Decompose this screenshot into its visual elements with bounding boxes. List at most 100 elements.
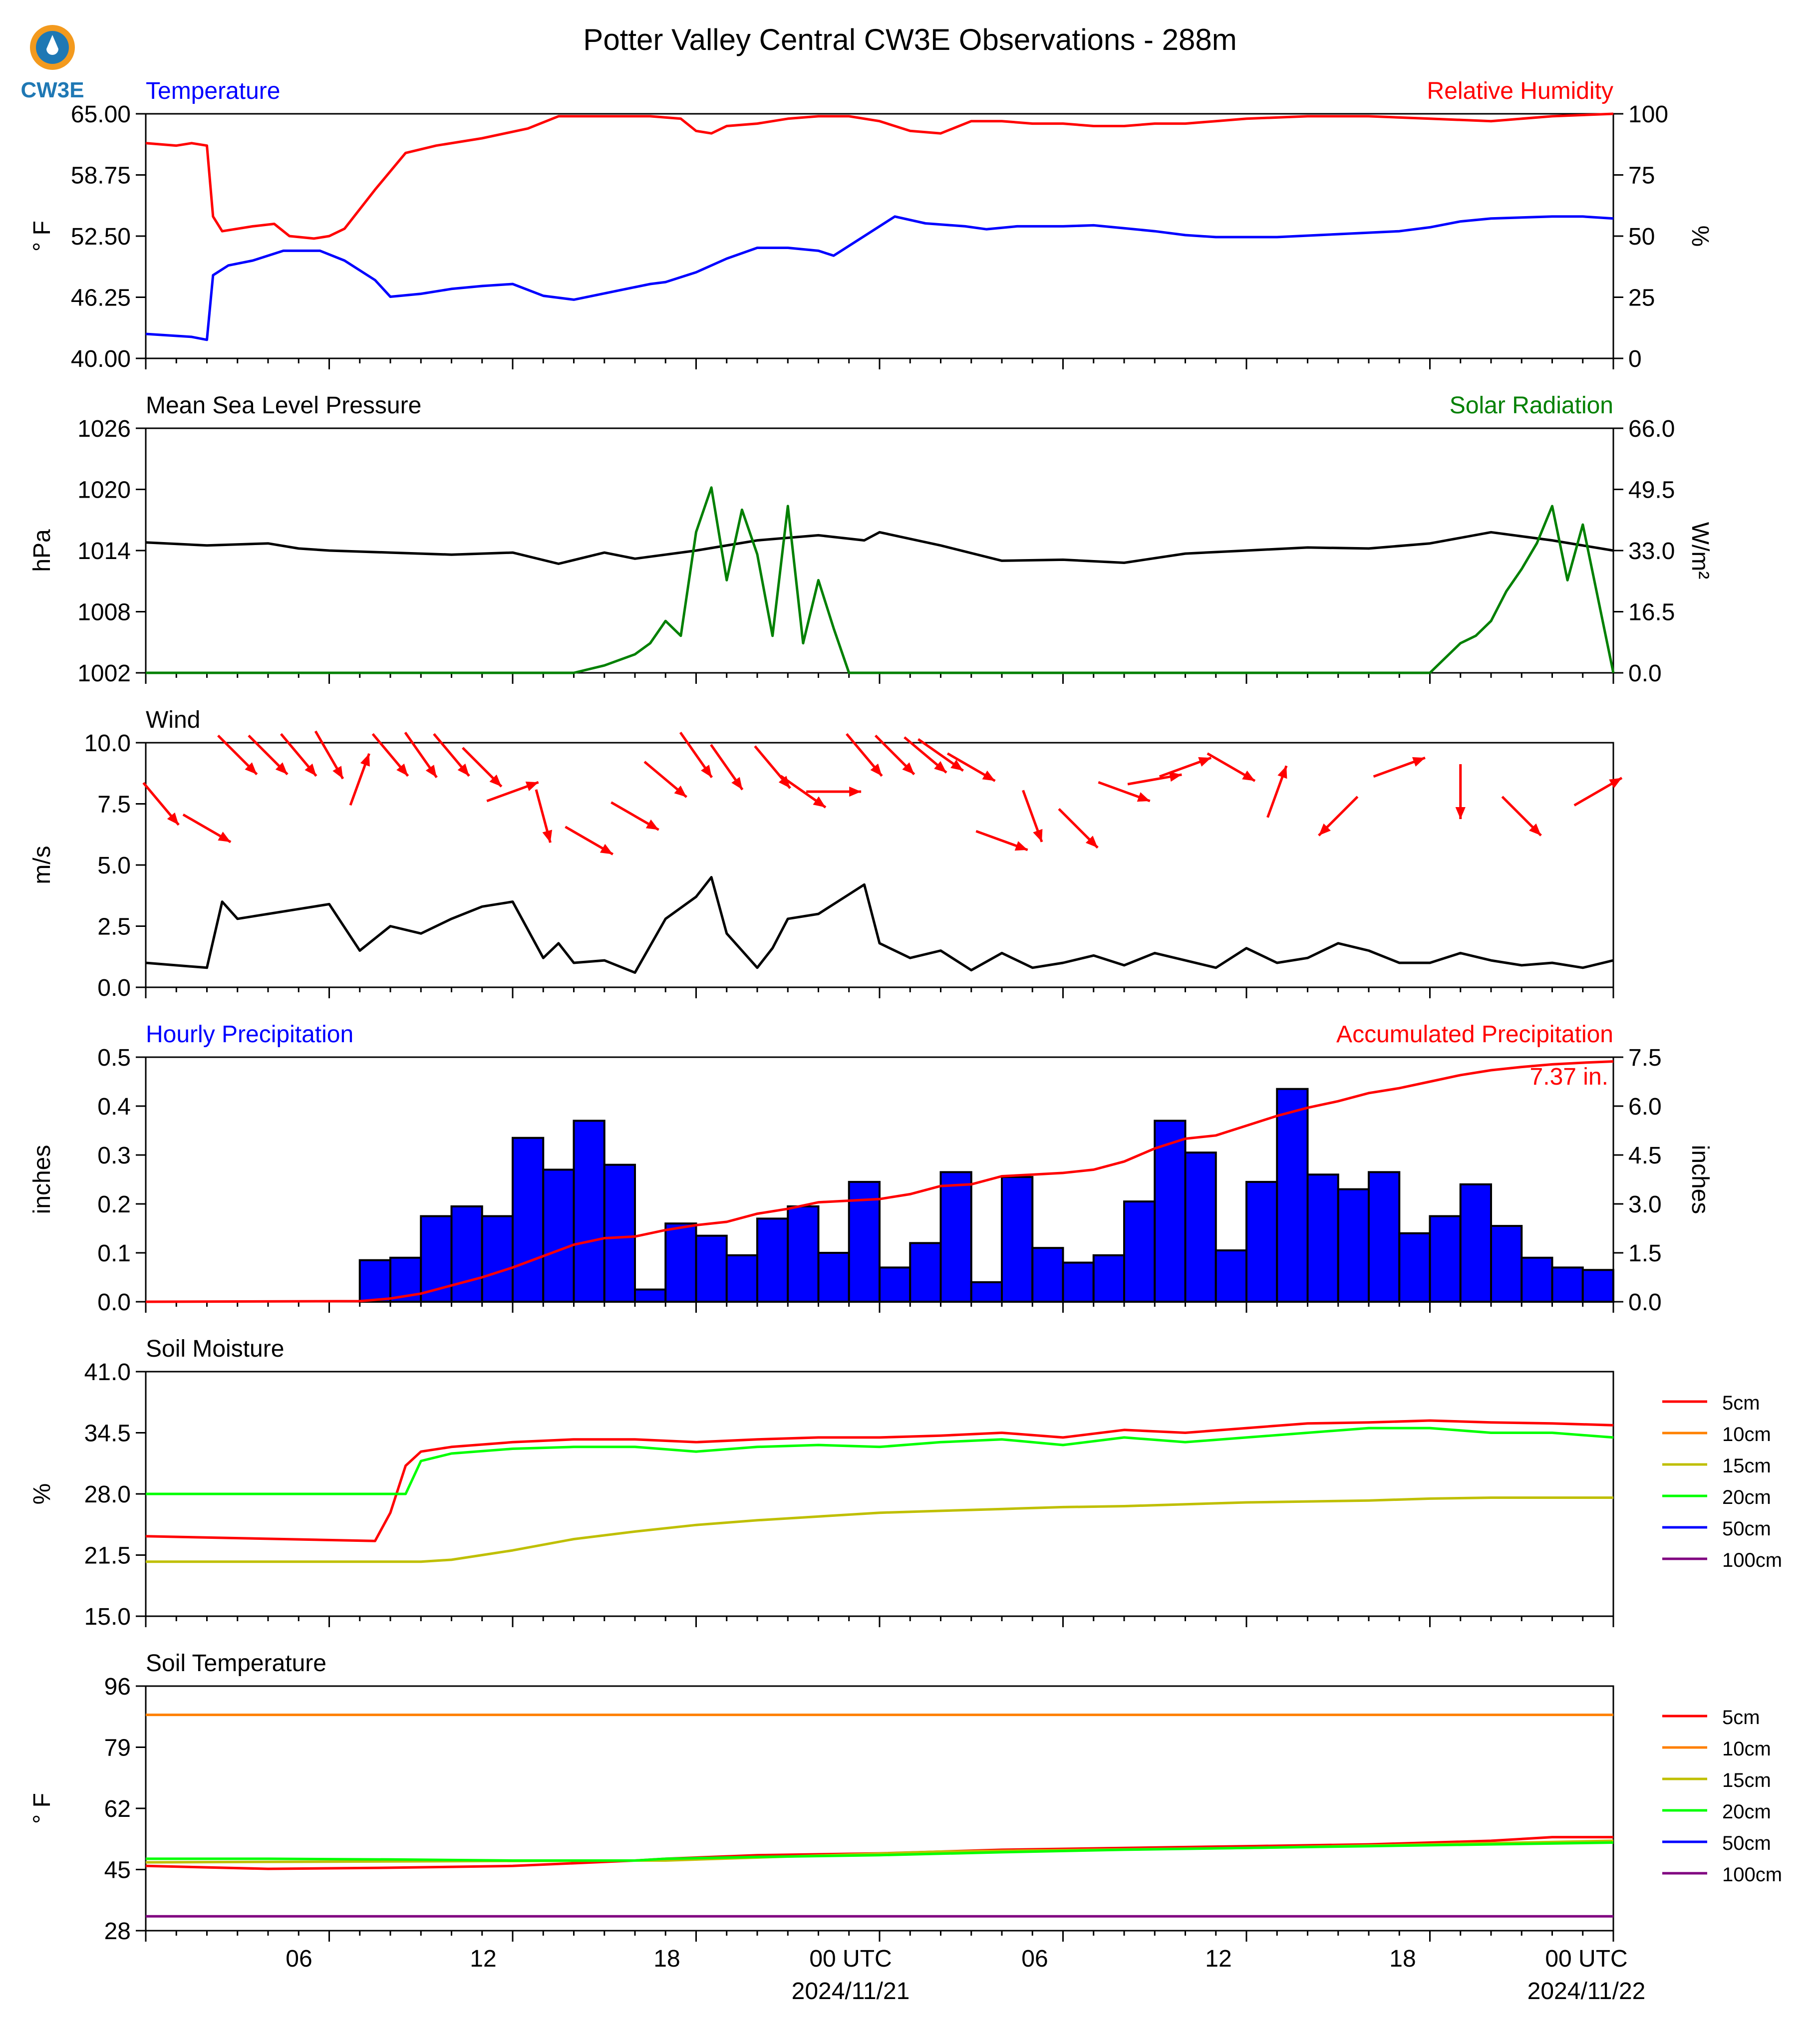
wind-arrow-head [731, 777, 743, 790]
wind-arrow [535, 789, 553, 843]
wind-arrow-head [1277, 766, 1287, 779]
y-axis-label: ° F [29, 1793, 55, 1824]
wind-arrow [1266, 765, 1288, 818]
precip-bar [787, 1205, 820, 1303]
y2-tick-label: 25 [1628, 285, 1655, 311]
wind-arrow-head [332, 766, 343, 779]
y-axis-label: ° F [29, 221, 55, 252]
y2-tick-label: 75 [1628, 163, 1655, 189]
legend-label: 100cm [1722, 1549, 1782, 1571]
y2-tick-label: 0.0 [1628, 660, 1662, 687]
panel-title-left: Temperature [146, 78, 280, 104]
x-date-label: 2024/11/21 [792, 1978, 910, 2005]
precip-bar [1581, 1269, 1614, 1303]
y-tick-label: 0.0 [97, 975, 131, 1001]
wind-arrow [610, 801, 659, 831]
y-tick-label: 1026 [77, 416, 131, 442]
y2-tick-label: 0 [1628, 346, 1642, 372]
y-tick-label: 45 [104, 1857, 131, 1884]
y-tick-label: 0.1 [97, 1240, 131, 1267]
wind-arrow-head [245, 762, 257, 775]
y2-tick-label: 4.5 [1628, 1143, 1662, 1169]
y2-axis-label: inches [1687, 1145, 1713, 1214]
x-tick-label: 12 [1205, 1946, 1231, 1972]
wind-arrow [846, 733, 883, 777]
wind-arrow-head [1412, 757, 1425, 767]
wind-arrow [1058, 808, 1099, 849]
y2-tick-label: 100 [1628, 101, 1668, 128]
chart-title: Potter Valley Central CW3E Observations … [583, 23, 1236, 56]
wind-arrow [1098, 781, 1151, 803]
y-tick-label: 52.50 [71, 224, 131, 250]
precip-bar [1123, 1200, 1156, 1303]
y2-tick-label: 3.0 [1628, 1191, 1662, 1218]
wind-arrow [917, 738, 964, 772]
legend-soil-temperature: 5cm 10cm 15cm 20cm 50cm 100cm [1662, 1707, 1782, 1886]
x-tick-label: 06 [1021, 1946, 1048, 1972]
wind-arrow [1455, 764, 1466, 819]
precip-bar [1551, 1266, 1584, 1303]
wind-arrow [349, 753, 370, 806]
wind-arrow [975, 830, 1028, 852]
y2-axis-label: W/m² [1687, 522, 1713, 579]
y2-tick-label: 16.5 [1628, 599, 1675, 626]
panel-title-right: Relative Humidity [1427, 78, 1613, 104]
accum-annotation: 7.37 in. [1530, 1064, 1608, 1090]
precip-bar [1490, 1225, 1523, 1303]
y2-tick-label: 66.0 [1628, 416, 1675, 442]
wind-arrow [142, 782, 180, 826]
precip-bar [1214, 1249, 1247, 1303]
precip-bar [1031, 1247, 1064, 1303]
legend-label: 50cm [1722, 1832, 1771, 1854]
y-tick-label: 46.25 [71, 285, 131, 311]
wind-arrow-head [542, 830, 553, 843]
legend-label: 100cm [1722, 1864, 1782, 1886]
y2-tick-label: 6.0 [1628, 1094, 1662, 1120]
y-tick-label: 65.00 [71, 101, 131, 128]
wind-arrow [780, 775, 827, 809]
wind-arrow [1501, 796, 1542, 837]
wind-arrow [874, 734, 915, 776]
y-tick-label: 0.2 [97, 1191, 131, 1218]
wind-arrow-head [674, 785, 687, 797]
y-tick-label: 1014 [77, 538, 131, 565]
precip-bar [909, 1242, 942, 1303]
y-axis-label: hPa [29, 529, 55, 572]
y-tick-label: 1020 [77, 477, 131, 504]
y-tick-label: 15.0 [84, 1604, 131, 1630]
wind-arrow-head [1318, 823, 1331, 836]
wind-arrow [314, 730, 344, 780]
precip-bar [939, 1171, 972, 1303]
y-tick-label: 1002 [77, 660, 131, 687]
wind-arrow-head [778, 776, 790, 789]
legend-label: 15cm [1722, 1455, 1771, 1477]
wind-arrow-head [950, 760, 963, 771]
precip-bar [1368, 1171, 1401, 1303]
panel-title-left: Soil Moisture [146, 1336, 284, 1362]
x-tick-label: 06 [286, 1946, 312, 1972]
wind-arrow-head [982, 770, 995, 781]
precip-bar [970, 1281, 1003, 1303]
y-tick-label: 0.3 [97, 1143, 131, 1169]
y2-tick-label: 0.0 [1628, 1289, 1662, 1316]
panel-soil-moisture: 15.0 21.5 28.0 34.5 41.0% Soil Moisture [29, 1336, 1614, 1630]
wind-arrow [1159, 756, 1212, 778]
y-tick-label: 0.0 [97, 1289, 131, 1316]
precip-bar [1398, 1232, 1431, 1303]
wind-arrow-head [1455, 807, 1466, 819]
y2-axis-label: % [1687, 226, 1713, 247]
wind-arrow [679, 732, 713, 778]
wind-arrow [486, 781, 539, 803]
wind-arrow-head [425, 765, 437, 778]
series-line [146, 1427, 1614, 1495]
y2-tick-label: 33.0 [1628, 538, 1675, 565]
precip-bar [695, 1234, 728, 1303]
logo-text: CW3E [20, 78, 84, 102]
wind-arrow [280, 733, 317, 777]
panel-title-right: Solar Radiation [1450, 392, 1613, 419]
wind-arrow-head [645, 819, 659, 830]
precip-bar [512, 1137, 545, 1303]
series-line [145, 531, 1614, 565]
wind-arrow [1022, 790, 1043, 843]
